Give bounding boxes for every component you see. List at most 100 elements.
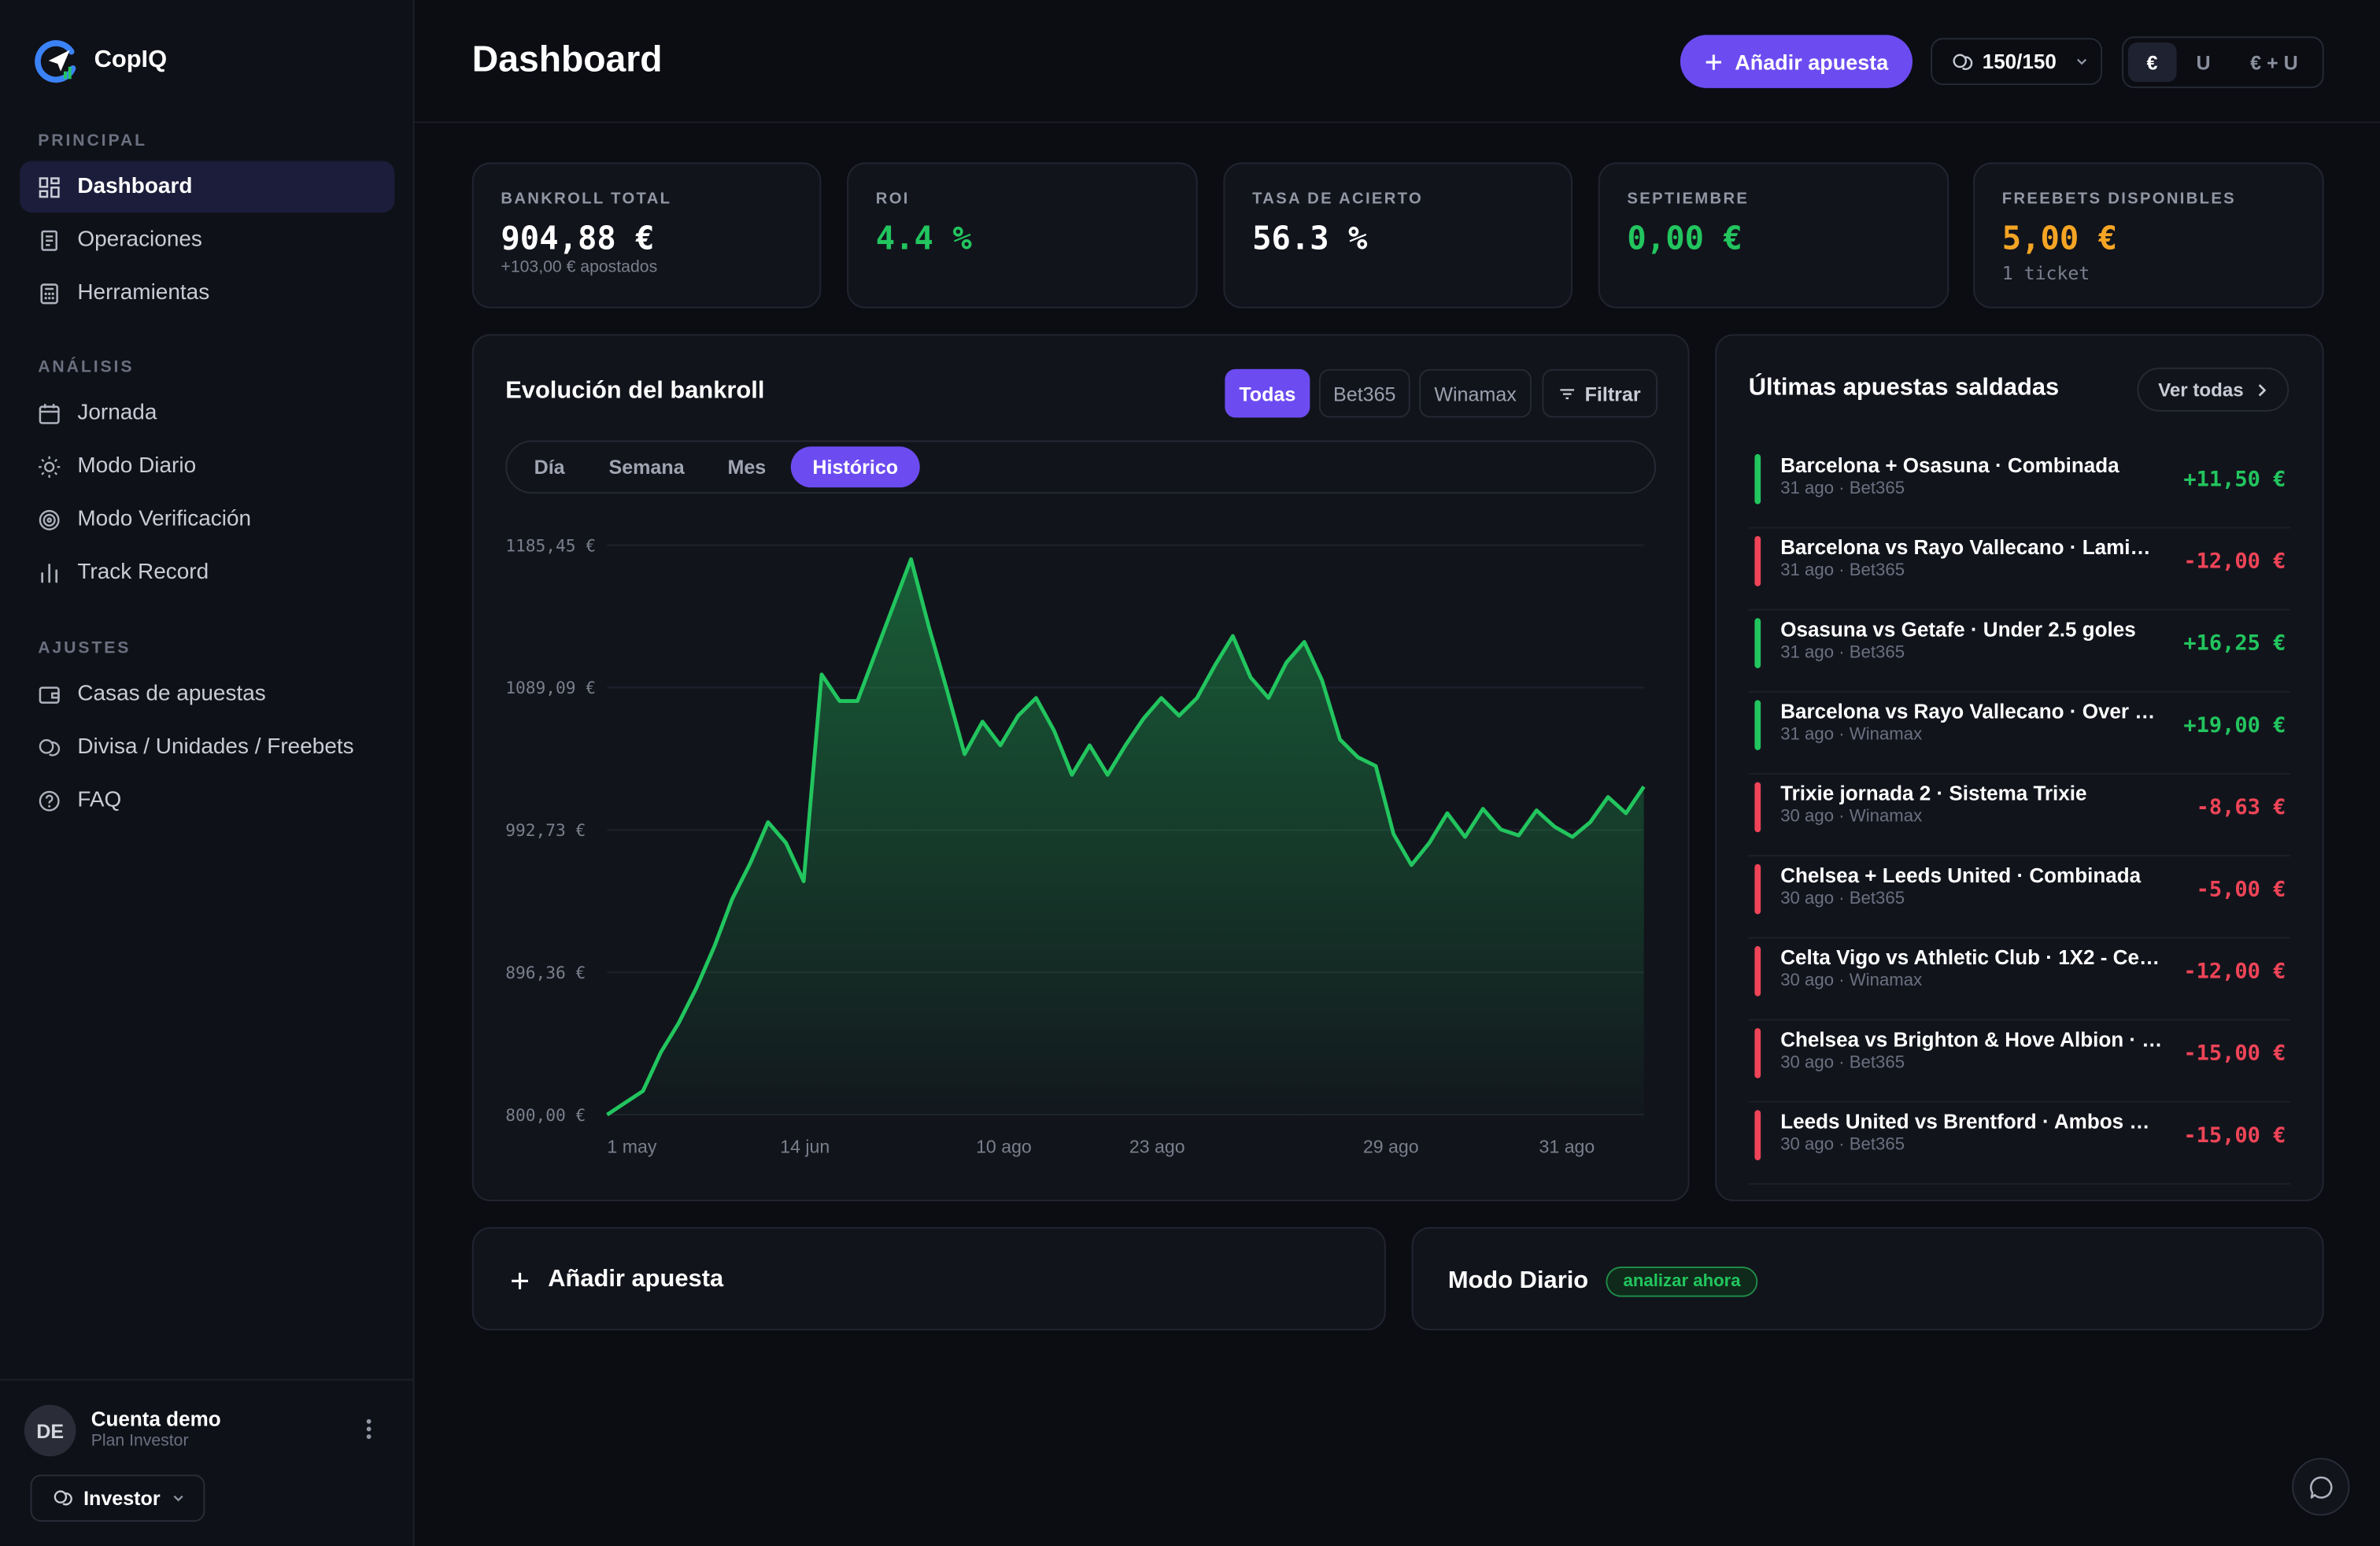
- bet-meta: 31 ago · Winamax: [1780, 726, 1923, 745]
- sidebar-item-modo-verificacion[interactable]: Modo Verificación: [20, 494, 394, 546]
- bet-amount: +16,25 €: [2183, 631, 2286, 656]
- currency-mode-both[interactable]: € + U: [2250, 50, 2298, 74]
- bet-meta: 30 ago · Winamax: [1780, 808, 1923, 827]
- nav-section-principal: PRINCIPAL: [38, 131, 148, 150]
- bet-row[interactable]: Barcelona vs Rayo Vallecano · Over 3.5 g…: [1748, 693, 2291, 775]
- bet-amount: +11,50 €: [2183, 468, 2286, 493]
- last-bets-title: Últimas apuestas saldadas: [1748, 375, 2060, 401]
- filter-todas[interactable]: Todas: [1225, 368, 1310, 418]
- chat-button[interactable]: [2292, 1458, 2350, 1516]
- bet-result-indicator: [1754, 700, 1761, 751]
- filter-button[interactable]: Filtrar: [1542, 368, 1658, 418]
- see-all-button[interactable]: Ver todas: [2137, 367, 2289, 412]
- bet-row[interactable]: Barcelona vs Rayo Vallecano · Lamine Yam…: [1748, 528, 2291, 611]
- daily-mode-card[interactable]: Modo Diario analizar ahora: [1411, 1226, 2324, 1331]
- plan-selector[interactable]: Investor: [30, 1474, 205, 1522]
- sidebar-item-track-record[interactable]: Track Record: [20, 547, 394, 599]
- currency-mode-units[interactable]: U: [2196, 50, 2211, 74]
- bet-amount: +19,00 €: [2183, 713, 2286, 738]
- bet-row[interactable]: Chelsea vs Brighton & Hove Albion · Córn…: [1748, 1020, 2291, 1103]
- x-tick-label: 29 ago: [1363, 1136, 1419, 1156]
- stat-label: ROI: [875, 190, 910, 209]
- daily-mode-badge[interactable]: analizar ahora: [1606, 1267, 1757, 1297]
- bet-row[interactable]: Celta Vigo vs Athletic Club · 1X2 - Celt…: [1748, 938, 2291, 1021]
- range-selector: Día Semana Mes Histórico: [505, 440, 1657, 494]
- x-tick-label: 31 ago: [1539, 1136, 1595, 1156]
- bankroll-chart: 1185,45 € 1089,09 € 992,73 € 896,36 € 800,00…: [505, 536, 1646, 1156]
- avatar[interactable]: DE: [24, 1404, 76, 1457]
- sidebar-item-herramientas[interactable]: Herramientas: [20, 268, 394, 320]
- chevron-down-icon: [172, 1495, 183, 1502]
- filter-winamax[interactable]: Winamax: [1419, 368, 1532, 418]
- bet-result-indicator: [1754, 945, 1761, 997]
- target-icon: [39, 509, 60, 530]
- stat-sub: +103,00 € apostados: [501, 257, 658, 277]
- stat-card-bankroll: BANKROLL TOTAL 904,88 € +103,00 € aposta…: [471, 162, 822, 309]
- calendar-icon: [39, 403, 60, 423]
- bankroll-chart-card: Evolución del bankroll Todas Bet365 Wina…: [471, 334, 1690, 1202]
- x-tick-label: 1 may: [607, 1136, 656, 1156]
- bet-row[interactable]: Barcelona + Osasuna · Combinada 31 ago · …: [1748, 446, 2291, 529]
- range-dia[interactable]: Día: [534, 455, 565, 479]
- coins-icon: [39, 738, 61, 756]
- bet-amount: -8,63 €: [2196, 795, 2286, 820]
- range-historico[interactable]: Histórico: [790, 446, 920, 488]
- units-value: 150/150: [1982, 50, 2057, 73]
- bet-name: Barcelona vs Rayo Vallecano · Over 3.5 g…: [1780, 700, 2164, 723]
- account-panel: DE Cuenta demo Plan Investor Investor: [0, 1378, 415, 1546]
- daily-mode[interactable]: Modo Diario analizar ahora: [1448, 1267, 1757, 1297]
- bet-meta: 31 ago · Bet365: [1780, 479, 1905, 498]
- currency-mode-euro[interactable]: €: [2127, 43, 2177, 83]
- range-mes[interactable]: Mes: [727, 455, 767, 479]
- bet-meta: 30 ago · Bet365: [1780, 1136, 1905, 1155]
- bet-row[interactable]: Trixie jornada 2 · Sistema Trixie 30 ago …: [1748, 775, 2291, 857]
- sidebar-item-dashboard[interactable]: Dashboard: [20, 161, 395, 213]
- range-semana[interactable]: Semana: [608, 455, 685, 479]
- bet-amount: -12,00 €: [2183, 960, 2286, 985]
- sidebar-item-faq[interactable]: FAQ: [20, 775, 394, 827]
- quick-add-bet[interactable]: Añadir apuesta: [510, 1267, 723, 1294]
- bet-row[interactable]: Chelsea + Leeds United · Combinada 30 ago…: [1748, 856, 2291, 939]
- account-name: Cuenta demo: [91, 1407, 221, 1431]
- stat-value: 904,88 €: [501, 220, 655, 257]
- nav-section-ajustes: AJUSTES: [38, 639, 131, 658]
- bet-result-indicator: [1754, 1028, 1761, 1078]
- x-tick-label: 23 ago: [1129, 1136, 1185, 1156]
- y-tick-label: 896,36 €: [505, 963, 586, 983]
- x-tick-label: 14 jun: [780, 1136, 830, 1156]
- bet-row[interactable]: Leeds United vs Brentford · Ambos marcan…: [1748, 1103, 2291, 1185]
- sidebar-item-operaciones[interactable]: Operaciones: [20, 214, 394, 266]
- sidebar-item-modo-diario[interactable]: Modo Diario: [20, 440, 394, 492]
- units-selector[interactable]: 150/150: [1931, 38, 2103, 86]
- sidebar-item-divisa[interactable]: Divisa / Unidades / Freebets: [20, 721, 394, 773]
- bet-amount: -12,00 €: [2183, 549, 2286, 575]
- bet-meta: 30 ago · Winamax: [1780, 971, 1923, 990]
- filter-button-label: Filtrar: [1584, 382, 1641, 405]
- brand[interactable]: CopIQ: [33, 38, 167, 83]
- plan-selector-label: Investor: [83, 1486, 161, 1510]
- sidebar-item-casas-de-apuestas[interactable]: Casas de apuestas: [20, 668, 394, 720]
- bet-result-indicator: [1754, 536, 1761, 586]
- more-vertical-icon[interactable]: [358, 1414, 379, 1444]
- filter-bet365[interactable]: Bet365: [1318, 368, 1410, 418]
- receipt-icon: [41, 229, 57, 250]
- bet-name: Chelsea + Leeds United · Combinada: [1780, 864, 2142, 887]
- stat-value: 5,00 €: [2001, 220, 2118, 257]
- stat-label: TASA DE ACIERTO: [1252, 190, 1424, 209]
- y-tick-label: 1089,09 €: [505, 679, 596, 698]
- bet-name: Trixie jornada 2 · Sistema Trixie: [1780, 782, 2087, 805]
- bar-chart-icon: [41, 563, 58, 583]
- bet-row[interactable]: Osasuna vs Getafe · Under 2.5 goles 31 ag…: [1748, 611, 2291, 693]
- add-bet-button[interactable]: Añadir apuesta: [1680, 35, 1913, 88]
- brand-name: CopIQ: [94, 46, 168, 73]
- calculator-icon: [40, 283, 58, 304]
- sidebar-item-jornada[interactable]: Jornada: [20, 387, 394, 439]
- bet-name: Celta Vigo vs Athletic Club · 1X2 - Celt…: [1780, 945, 2164, 969]
- coins-icon: [1953, 53, 1973, 69]
- stat-card-roi: ROI 4.4 %: [847, 162, 1198, 309]
- nav-section-analisis: ANÁLISIS: [38, 358, 135, 377]
- sidebar-item-label: Jornada: [77, 401, 157, 426]
- daily-mode-label: Modo Diario: [1447, 1267, 1589, 1294]
- quick-add-bet-card[interactable]: Añadir apuesta: [471, 1226, 1386, 1331]
